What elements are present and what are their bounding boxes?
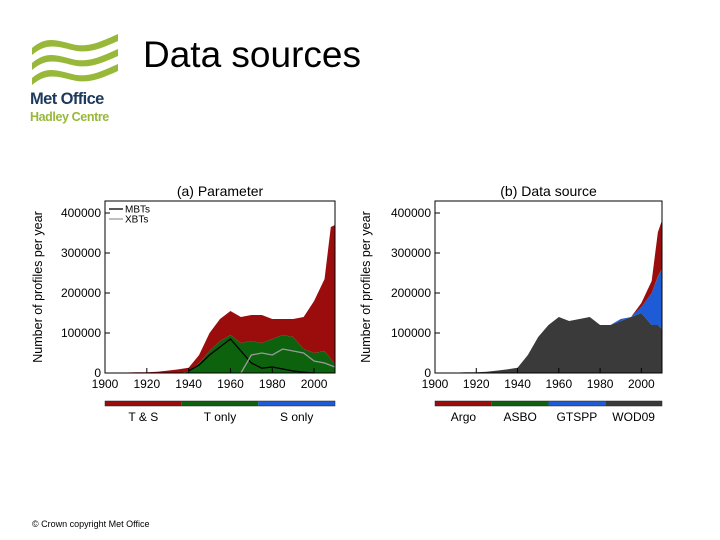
chart-data-source: (b) Data source Number of profiles per ye… [359,183,663,424]
legend-label: MBTs [125,205,150,216]
legend-label: XBTs [125,215,148,226]
logo-title: Met Office [30,90,104,108]
page-title: Data sources [143,34,361,75]
legend-bar-label: T & S [128,410,158,424]
legend-bar-segment [548,401,606,406]
x-tick-label: 1960 [217,377,244,391]
legend-bar-label: ASBO [503,410,536,424]
x-tick-label: 1900 [92,377,119,391]
legend-bar-segment [435,401,492,406]
area-series-t-only [105,335,335,373]
x-tick-label: 1960 [545,377,572,391]
legend-bar-label: WOD09 [612,410,655,424]
y-tick-label: 200000 [61,286,101,300]
chart-title: (b) Data source [500,183,597,199]
legend-bar-segment [605,401,662,406]
y-axis-label: Number of profiles per year [359,211,373,362]
legend-bar-label: Argo [451,410,477,424]
x-tick-label: 1920 [133,377,160,391]
x-tick-label: 1980 [259,377,286,391]
line-series-xbts [240,348,336,374]
line-series-mbts [188,338,315,374]
legend-bar-label: S only [280,410,313,424]
legend-bar-segment [105,401,182,406]
x-tick-label: 1980 [587,377,614,391]
legend-bar-label: T only [204,410,236,424]
legend-bar-frame [104,400,336,407]
y-tick-label: 200000 [391,286,431,300]
y-tick-label: 400000 [391,206,431,220]
y-tick-label: 100000 [391,326,431,340]
logo-subtitle: Hadley Centre [30,110,109,124]
y-tick-label: 400000 [61,206,101,220]
chart-title: (a) Parameter [177,183,264,199]
legend-bar-frame [434,400,663,407]
x-tick-label: 2000 [301,377,328,391]
y-tick-label: 0 [424,366,431,380]
y-tick-label: 100000 [61,326,101,340]
legend-bar-label: GTSPP [557,410,598,424]
met-office-logo: Met Office Hadley Centre [28,30,120,128]
y-tick-label: 300000 [61,246,101,260]
legend-bar-segment [181,401,259,406]
plot-frame [104,200,336,374]
area-series-t-s [105,225,335,373]
chart-parameter: (a) Parameter Number of profiles per year… [31,183,336,424]
area-series-wod09 [435,313,662,373]
x-tick-label: 1940 [504,377,531,391]
plot-frame [434,200,663,374]
x-tick-label: 1920 [463,377,490,391]
legend-bar-segment [258,401,335,406]
x-tick-label: 1900 [422,377,449,391]
copyright-footer: © Crown copyright Met Office [32,519,150,529]
legend-bar-segment [491,401,549,406]
wave-logo-icon [32,34,118,85]
x-tick-label: 2000 [628,377,655,391]
x-tick-label: 1940 [175,377,202,391]
y-tick-label: 300000 [391,246,431,260]
y-axis-label: Number of profiles per year [31,211,45,362]
y-tick-label: 0 [94,366,101,380]
